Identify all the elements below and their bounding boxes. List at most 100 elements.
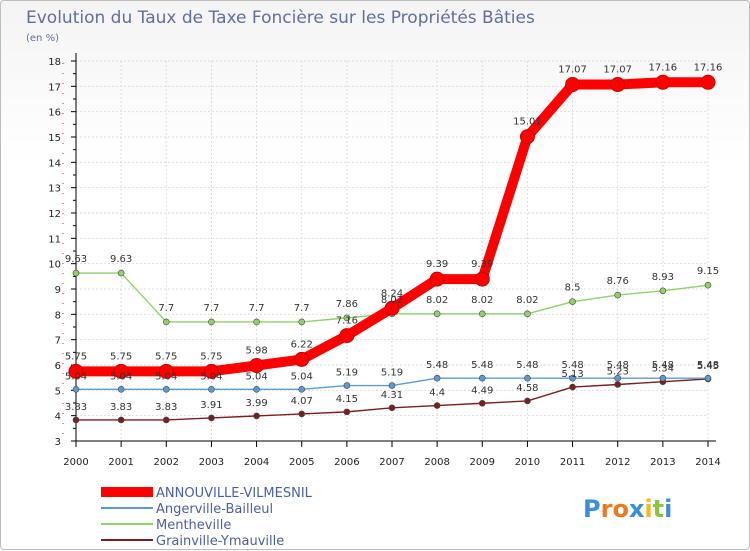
series-2-data-label: 8.02: [471, 295, 493, 306]
series-2-data-label: 9.63: [110, 254, 132, 265]
series-2-point: [162, 318, 170, 326]
series-3-data-label: 3.83: [65, 402, 87, 413]
y-tick-label: 10: [48, 260, 61, 271]
series-1-point: [208, 386, 215, 393]
series-0-data-label: 17.16: [649, 62, 678, 73]
series-2-data-label: 8.76: [607, 276, 629, 287]
series-1-point: [298, 386, 306, 393]
chart-title: Evolution du Taux de Taxe Foncière sur l…: [26, 8, 535, 28]
y-tick-label: 3: [55, 437, 61, 448]
series-1-data-label: 5.48: [426, 360, 448, 371]
series-3-point: [208, 414, 215, 422]
series-0-data-label: 7.16: [336, 316, 358, 327]
series-2-data-label: 7.7: [249, 303, 265, 314]
series-0-data-label: 9.39: [471, 259, 493, 270]
series-2-point: [117, 269, 125, 277]
series-0-point: [610, 77, 626, 93]
y-tick-label: 5: [55, 386, 61, 397]
series-1-point: [433, 374, 441, 382]
y-tick-label: 17: [48, 82, 61, 93]
y-tick-label: 8: [55, 310, 61, 321]
series-3-data-label: 4.15: [336, 394, 358, 405]
series-2-data-label: 9.15: [697, 266, 719, 277]
series-1-point: [343, 382, 351, 389]
series-3-point: [388, 404, 396, 412]
x-tick-label: 2010: [515, 457, 540, 468]
series-1-point: [117, 386, 125, 393]
series-1-data-label: 5.48: [471, 360, 493, 371]
series-1-data-label: 5.04: [155, 371, 177, 382]
series-0-point: [113, 363, 129, 379]
series-0-point: [68, 363, 84, 379]
logo-letter: P: [583, 495, 601, 523]
x-tick-label: 2008: [424, 457, 449, 468]
series-3-point: [478, 399, 486, 407]
series-2-data-label: 9.63: [65, 254, 87, 265]
series-3-data-label: 3.83: [110, 402, 132, 413]
series-group: 3.83 3.83 3.83 3.91 3.99 4.07 4.15 4.31 4.4 4.49 4…: [65, 62, 722, 424]
series-0-point: [655, 74, 671, 90]
series-1-data-label: 5.04: [291, 371, 313, 382]
series-2-point: [433, 310, 441, 318]
series-1-data-label: 5.04: [200, 371, 222, 382]
series-0-data-label: 5.98: [245, 346, 267, 357]
series-0-data-label: 15.01: [513, 117, 542, 128]
x-axis-ticks: 2000 2001 2002 2003 2004 2005 2006 2007 2008 2009…: [63, 441, 721, 468]
y-tick-label: 7: [55, 336, 61, 347]
series-3-point: [433, 402, 441, 409]
series-3-data-label: 4.49: [471, 385, 493, 396]
series-3-data-label: 3.99: [245, 398, 267, 409]
series-2-point: [659, 287, 667, 295]
series-0-data-label: 17.07: [603, 65, 632, 76]
series-1-point: [388, 382, 396, 389]
x-tick-label: 2007: [379, 457, 404, 468]
series-1-point: [478, 374, 486, 382]
y-tick-label: 15: [48, 133, 61, 144]
series-1-point: [524, 374, 531, 382]
series-0-point: [294, 351, 310, 367]
series-1-data-label: 5.48: [607, 360, 629, 371]
x-tick-label: 2014: [695, 457, 720, 468]
series-0-data-label: 5.75: [200, 351, 222, 362]
series-1-data-label: 5.48: [561, 360, 583, 371]
x-tick-label: 2006: [334, 457, 359, 468]
logo-letter: r: [601, 495, 613, 523]
x-tick-label: 2005: [289, 457, 314, 468]
series-2-data-label: 8.02: [516, 295, 538, 306]
series-1-data-label: 5.04: [245, 371, 267, 382]
series-3-data-label: 5.45: [697, 361, 719, 372]
series-1-point: [659, 374, 667, 382]
series-2-data-label: 8.93: [652, 272, 674, 283]
series-0-point: [519, 129, 535, 145]
series-0-point: [203, 363, 219, 379]
x-tick-label: 2013: [650, 457, 675, 468]
series-0-point: [158, 363, 174, 379]
logo-letter: t: [653, 495, 664, 523]
y-tick-label: 11: [48, 234, 61, 245]
series-3-data-label: 5.13: [561, 369, 583, 380]
series-2-point: [524, 310, 531, 318]
series-1-point: [704, 374, 712, 382]
logo-letter: o: [612, 495, 629, 523]
series-2-point: [569, 298, 576, 305]
y-tick-label: 16: [48, 108, 61, 119]
y-tick-label: 14: [48, 158, 61, 169]
x-tick-label: 2009: [470, 457, 495, 468]
series-3-data-label: 5.34: [652, 364, 674, 375]
series-2-data-label: 8.02: [381, 295, 403, 306]
series-2-data-label: 8.02: [426, 295, 448, 306]
series-1-point: [72, 386, 80, 393]
y-tick-label: 4: [55, 412, 61, 423]
logo-letter: i: [644, 495, 652, 523]
logo-letter: x: [629, 495, 645, 523]
series-2-point: [343, 314, 351, 322]
series-2-data-label: 7.86: [336, 299, 358, 310]
series-3-data-label: 4.31: [381, 390, 403, 401]
series-3-point: [343, 408, 351, 416]
series-1-point: [569, 374, 576, 382]
y-tick-label: 6: [55, 361, 61, 372]
series-2-data-label: 7.7: [203, 303, 219, 314]
series-1-data-label: 5.19: [336, 368, 358, 379]
series-2-point: [478, 310, 486, 318]
series-3-point: [614, 381, 622, 388]
